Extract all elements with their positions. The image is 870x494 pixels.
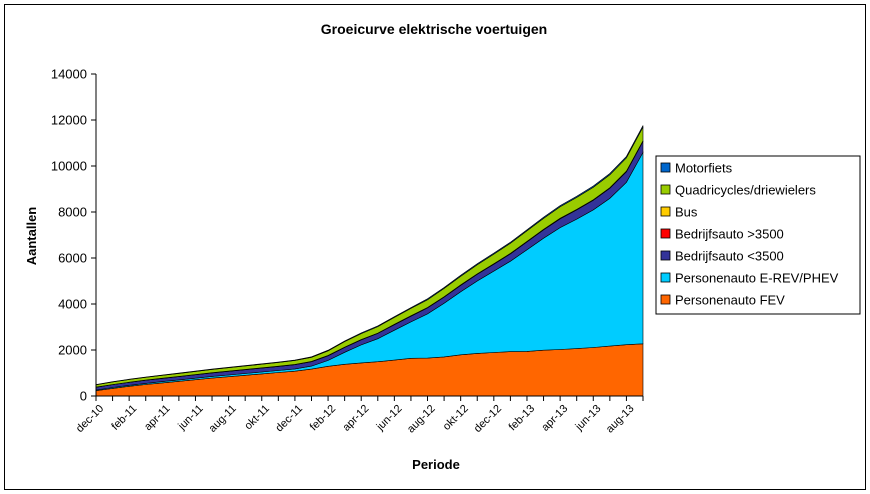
x-axis-title: Periode (412, 457, 460, 472)
legend-swatch (660, 272, 671, 283)
legend-label: Bedrijfsauto >3500 (675, 227, 784, 242)
y-tick-label: 4000 (58, 297, 87, 312)
y-tick-label: 14000 (51, 67, 87, 82)
legend-label: Personenauto FEV (675, 293, 785, 308)
legend: Motorfiets Quadricycles/driewielers Bus Bed… (655, 155, 861, 315)
legend-label: Bus (675, 205, 698, 220)
legend-box (655, 155, 861, 315)
legend-label: Motorfiets (675, 161, 733, 176)
area-layers (95, 125, 644, 397)
x-tick-label: jun-13 (573, 403, 604, 434)
legend-swatch (660, 162, 671, 173)
x-tick-label: jun-12 (374, 403, 405, 434)
x-tick-label: apr-11 (142, 403, 172, 433)
x-tick-label: feb-11 (109, 403, 139, 433)
x-tick-label: aug-13 (604, 403, 637, 436)
x-tick-label: feb-12 (308, 403, 339, 434)
y-tick-label: 8000 (58, 205, 87, 220)
y-tick-label: 0 (80, 389, 87, 404)
y-tick-label: 10000 (51, 159, 87, 174)
x-tick-label: apr-13 (539, 403, 570, 434)
x-tick-label: aug-11 (207, 403, 239, 435)
area-series-6 (95, 125, 644, 386)
y-tick-label: 12000 (51, 113, 87, 128)
legend-label: Personenauto E-REV/PHEV (675, 271, 839, 286)
y-ticks: 0 2000 4000 6000 8000 10000 12000 14000 (51, 67, 96, 404)
legend-label: Quadricycles/driewielers (675, 183, 816, 198)
x-tick-label: dec-11 (273, 403, 305, 435)
legend-swatch (660, 294, 671, 305)
y-tick-label: 6000 (58, 251, 87, 266)
x-tick-label: jun-11 (175, 403, 205, 433)
legend-swatch (660, 228, 671, 239)
x-tick-label: okt-12 (441, 403, 471, 433)
legend-swatch (660, 184, 671, 195)
legend-label: Bedrijfsauto <3500 (675, 249, 784, 264)
x-tick-label: okt-11 (242, 403, 272, 433)
legend-swatch (660, 206, 671, 217)
axes (95, 74, 643, 397)
x-tick-label: apr-12 (340, 403, 371, 434)
x-tick-label: aug-12 (405, 403, 438, 436)
legend-swatch (660, 250, 671, 261)
x-tick-label: dec-12 (472, 403, 504, 435)
x-tick-label: dec-10 (74, 403, 106, 435)
chart-title: Groeicurve elektrische voertuigen (321, 21, 547, 37)
x-tick-label: feb-13 (507, 403, 538, 434)
y-tick-label: 2000 (58, 343, 87, 358)
x-ticks: dec-10 feb-11 apr-11 jun-11 aug-11 okt-11 dec-… (74, 396, 644, 436)
y-axis-title: Aantallen (24, 207, 39, 266)
